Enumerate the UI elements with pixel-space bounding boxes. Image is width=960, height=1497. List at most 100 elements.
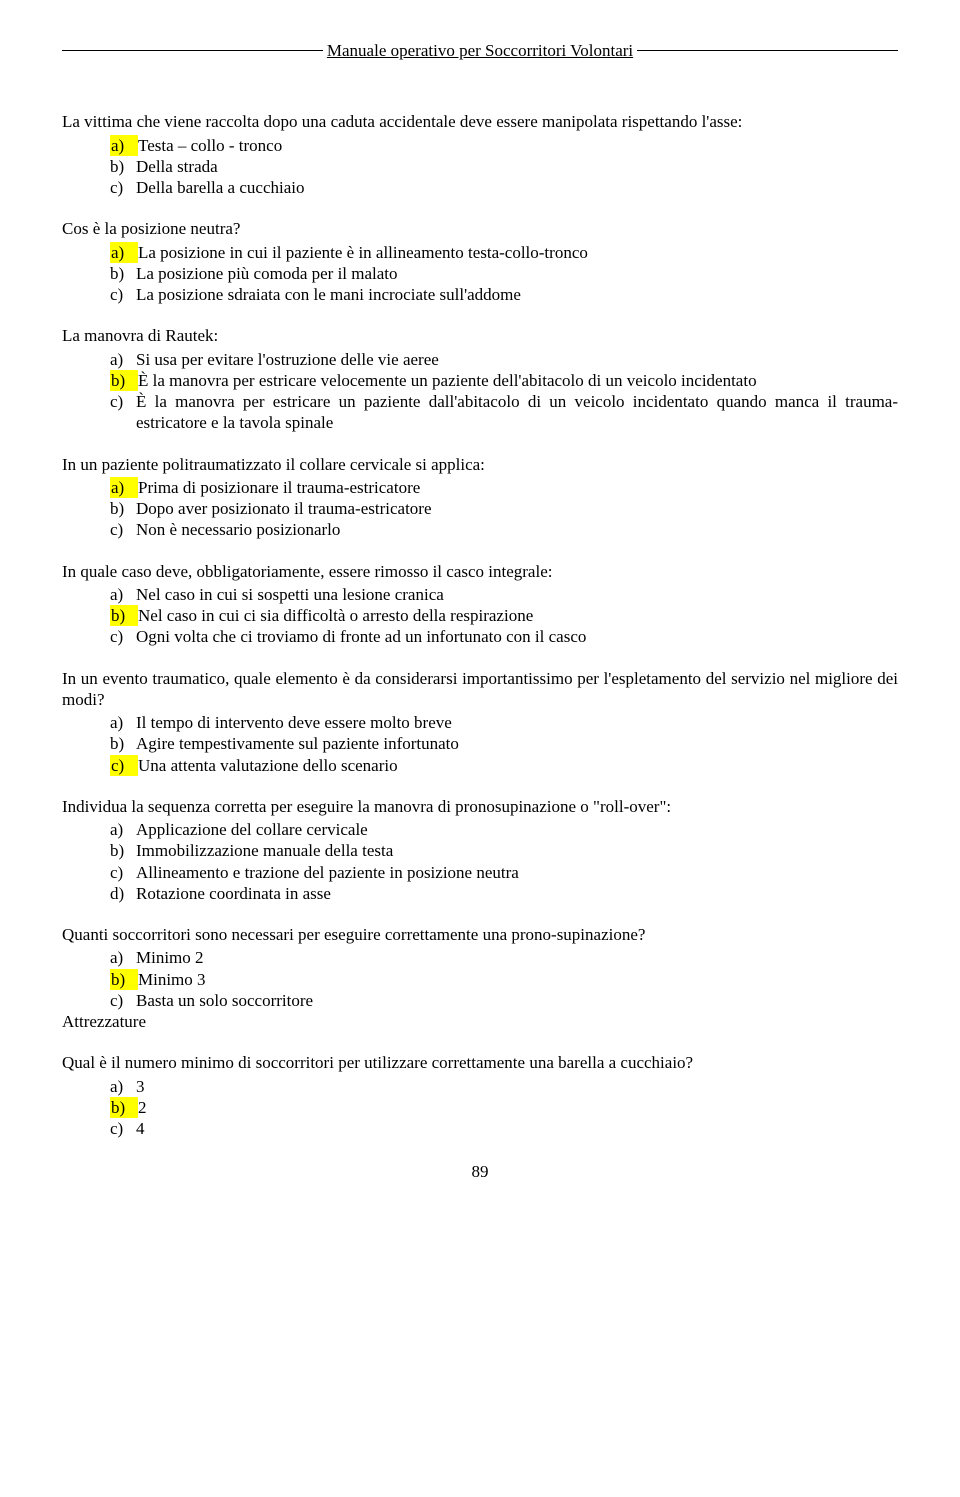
question-stem: Individua la sequenza corretta per esegu…	[62, 796, 898, 817]
option-letter: a)	[110, 947, 136, 968]
option-letter: c)	[110, 626, 136, 647]
option-letter: c)	[110, 1118, 136, 1139]
option-letter: b)	[110, 1097, 138, 1118]
question-stem: Cos è la posizione neutra?	[62, 218, 898, 239]
questions-container: La vittima che viene raccolta dopo una c…	[62, 111, 898, 1139]
option-list: a)3b)2c)4	[110, 1076, 898, 1140]
question-block: Qual è il numero minimo di soccorritori …	[62, 1052, 898, 1139]
option-row: c)Una attenta valutazione dello scenario	[110, 755, 898, 776]
option-text: Dopo aver posizionato il trauma-estricat…	[136, 498, 898, 519]
option-text: 3	[136, 1076, 898, 1097]
option-row: b)Minimo 3	[110, 969, 898, 990]
option-row: a)La posizione in cui il paziente è in a…	[110, 242, 898, 263]
question-block: La vittima che viene raccolta dopo una c…	[62, 111, 898, 198]
option-letter: a)	[110, 477, 138, 498]
option-row: b)Della strada	[110, 156, 898, 177]
question-block: In un evento traumatico, quale elemento …	[62, 668, 898, 776]
option-row: b)Nel caso in cui ci sia difficoltà o ar…	[110, 605, 898, 626]
question-stem: In quale caso deve, obbligatoriamente, e…	[62, 561, 898, 582]
question-stem: In un evento traumatico, quale elemento …	[62, 668, 898, 711]
option-text: Non è necessario posizionarlo	[136, 519, 898, 540]
option-letter: a)	[110, 242, 138, 263]
option-text: Minimo 3	[138, 969, 898, 990]
option-row: d)Rotazione coordinata in asse	[110, 883, 898, 904]
option-letter: d)	[110, 883, 136, 904]
option-list: a)Si usa per evitare l'ostruzione delle …	[110, 349, 898, 434]
option-text: La posizione in cui il paziente è in all…	[138, 242, 898, 263]
option-letter: a)	[110, 584, 136, 605]
option-list: a)Prima di posizionare il trauma-estrica…	[110, 477, 898, 541]
option-text: Il tempo di intervento deve essere molto…	[136, 712, 898, 733]
option-row: a)Testa – collo - tronco	[110, 135, 898, 156]
option-letter: a)	[110, 712, 136, 733]
option-letter: b)	[110, 605, 138, 626]
question-stem: La manovra di Rautek:	[62, 325, 898, 346]
option-text: Prima di posizionare il trauma-estricato…	[138, 477, 898, 498]
option-row: a)3	[110, 1076, 898, 1097]
question-block: La manovra di Rautek: a)Si usa per evitar…	[62, 325, 898, 433]
option-letter: c)	[110, 519, 136, 540]
option-text: Basta un solo soccorritore	[136, 990, 898, 1011]
option-row: a)Applicazione del collare cervicale	[110, 819, 898, 840]
option-row: c)Allineamento e trazione del paziente i…	[110, 862, 898, 883]
option-text: 4	[136, 1118, 898, 1139]
option-text: Allineamento e trazione del paziente in …	[136, 862, 898, 883]
option-letter: c)	[110, 862, 136, 883]
option-row: a)Nel caso in cui si sospetti una lesion…	[110, 584, 898, 605]
option-letter: a)	[110, 819, 136, 840]
question-block: In quale caso deve, obbligatoriamente, e…	[62, 561, 898, 648]
option-list: a)Testa – collo - troncob)Della stradac)…	[110, 135, 898, 199]
option-text: Si usa per evitare l'ostruzione delle vi…	[136, 349, 898, 370]
option-letter: c)	[110, 755, 138, 776]
option-row: b)La posizione più comoda per il malato	[110, 263, 898, 284]
option-row: b)2	[110, 1097, 898, 1118]
option-text: Ogni volta che ci troviamo di fronte ad …	[136, 626, 898, 647]
option-letter: c)	[110, 990, 136, 1011]
option-letter: b)	[110, 969, 138, 990]
option-text: È la manovra per estricare velocemente u…	[138, 370, 898, 391]
option-row: a)Il tempo di intervento deve essere mol…	[110, 712, 898, 733]
option-text: Nel caso in cui si sospetti una lesione …	[136, 584, 898, 605]
question-stem: Qual è il numero minimo di soccorritori …	[62, 1052, 898, 1073]
option-letter: c)	[110, 177, 136, 198]
option-letter: c)	[110, 284, 136, 305]
option-letter: a)	[110, 349, 136, 370]
option-text: Agire tempestivamente sul paziente infor…	[136, 733, 898, 754]
question-block: Individua la sequenza corretta per esegu…	[62, 796, 898, 904]
option-letter: b)	[110, 733, 136, 754]
header-title: Manuale operativo per Soccorritori Volon…	[323, 40, 637, 61]
page-number: 89	[62, 1161, 898, 1182]
question-stem: La vittima che viene raccolta dopo una c…	[62, 111, 898, 132]
option-list: a)Il tempo di intervento deve essere mol…	[110, 712, 898, 776]
option-letter: b)	[110, 263, 136, 284]
option-letter: b)	[110, 498, 136, 519]
option-letter: a)	[110, 135, 138, 156]
option-text: Testa – collo - tronco	[138, 135, 898, 156]
option-list: a)Minimo 2b)Minimo 3c)Basta un solo socc…	[110, 947, 898, 1011]
option-text: Nel caso in cui ci sia difficoltà o arre…	[138, 605, 898, 626]
section-heading: Attrezzature	[62, 1011, 898, 1032]
option-letter: b)	[110, 156, 136, 177]
header-rule-left	[62, 50, 323, 51]
option-row: a)Minimo 2	[110, 947, 898, 968]
option-row: b)Dopo aver posizionato il trauma-estric…	[110, 498, 898, 519]
option-row: b)Agire tempestivamente sul paziente inf…	[110, 733, 898, 754]
option-text: Della barella a cucchiaio	[136, 177, 898, 198]
option-row: c)Non è necessario posizionarlo	[110, 519, 898, 540]
option-letter: b)	[110, 370, 138, 391]
question-block: Quanti soccorritori sono necessari per e…	[62, 924, 898, 1032]
option-text: Della strada	[136, 156, 898, 177]
question-stem: Quanti soccorritori sono necessari per e…	[62, 924, 898, 945]
option-text: La posizione più comoda per il malato	[136, 263, 898, 284]
page-header: Manuale operativo per Soccorritori Volon…	[62, 40, 898, 61]
option-row: c)È la manovra per estricare un paziente…	[110, 391, 898, 434]
option-row: b)Immobilizzazione manuale della testa	[110, 840, 898, 861]
option-letter: b)	[110, 840, 136, 861]
question-block: Cos è la posizione neutra? a)La posizione…	[62, 218, 898, 305]
option-text: Applicazione del collare cervicale	[136, 819, 898, 840]
option-list: a)Applicazione del collare cervicaleb)Im…	[110, 819, 898, 904]
option-row: c)Ogni volta che ci troviamo di fronte a…	[110, 626, 898, 647]
option-text: Minimo 2	[136, 947, 898, 968]
option-row: c)Della barella a cucchiaio	[110, 177, 898, 198]
option-row: c)4	[110, 1118, 898, 1139]
